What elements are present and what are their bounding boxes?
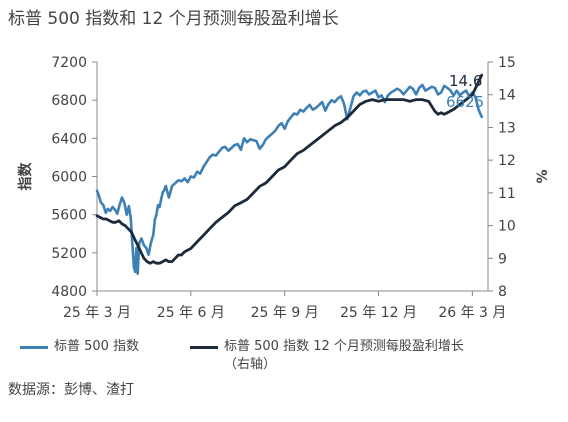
- y-tick-label-left: 6400: [51, 131, 87, 147]
- legend-label-eps: 标普 500 指数 12 个月预测每股盈利增长 （右轴）: [224, 338, 524, 374]
- y-tick-label-right: 12: [498, 153, 516, 169]
- legend-swatch-sp500: [20, 346, 48, 349]
- x-tick-label: 25 年 3 月: [63, 305, 131, 321]
- y-tick-label-right: 14: [498, 88, 516, 104]
- y-tick-label-left: 4800: [51, 284, 87, 300]
- series-layer: [95, 73, 484, 276]
- labels-layer: 14.6 6625: [446, 72, 484, 111]
- axes-layer: 4800 5200 5600 6000 6400 6800 7200 8 9 10 11 12 13 14…: [17, 55, 551, 321]
- legend: 标普 500 指数 标普 500 指数 12 个月预测每股盈利增长 （右轴）: [20, 338, 550, 378]
- y-tick-label-left: 7200: [51, 55, 87, 71]
- legend-swatch-eps: [190, 346, 218, 349]
- x-tick-label: 25 年 6 月: [157, 305, 225, 321]
- y-tick-label-right: 9: [498, 251, 507, 267]
- x-tick-label: 25 年 9 月: [251, 305, 319, 321]
- y-axis-title-left: 指数: [17, 162, 34, 191]
- source-note: 数据源：彭博、渣打: [8, 382, 134, 398]
- y-axis-title-right: %: [535, 169, 551, 183]
- y-tick-label-left: 5600: [51, 208, 87, 224]
- y-tick-label-right: 10: [498, 219, 516, 235]
- x-tick-label: 25 年 12 月: [340, 305, 417, 321]
- y-tick-label-left: 5200: [51, 246, 87, 262]
- legend-entry-sp500: 标普 500 指数: [20, 338, 139, 356]
- series-line-eps: [95, 73, 484, 265]
- legend-label-sp500: 标普 500 指数: [54, 339, 140, 354]
- end-label-eps: 14.6: [449, 72, 482, 90]
- y-tick-label-right: 11: [498, 186, 516, 202]
- y-tick-label-left: 6800: [51, 93, 87, 109]
- x-tick-label: 26 年 3 月: [438, 305, 506, 321]
- y-tick-label-left: 6000: [51, 170, 87, 186]
- chart-svg: 4800 5200 5600 6000 6400 6800 7200 8 9 10 11 12 13 14…: [17, 55, 551, 321]
- y-tick-label-right: 15: [498, 55, 516, 71]
- legend-entry-eps: 标普 500 指数 12 个月预测每股盈利增长 （右轴）: [190, 338, 524, 374]
- chart-title: 标普 500 指数和 12 个月预测每股盈利增长: [8, 9, 339, 29]
- end-label-sp500: 6625: [446, 93, 484, 111]
- legend-label-eps-text: 标普 500 指数 12 个月预测每股盈利增长 （右轴）: [224, 339, 464, 372]
- y-tick-label-right: 8: [498, 284, 507, 300]
- y-tick-label-right: 13: [498, 120, 516, 136]
- series-line-sp500: [95, 83, 484, 276]
